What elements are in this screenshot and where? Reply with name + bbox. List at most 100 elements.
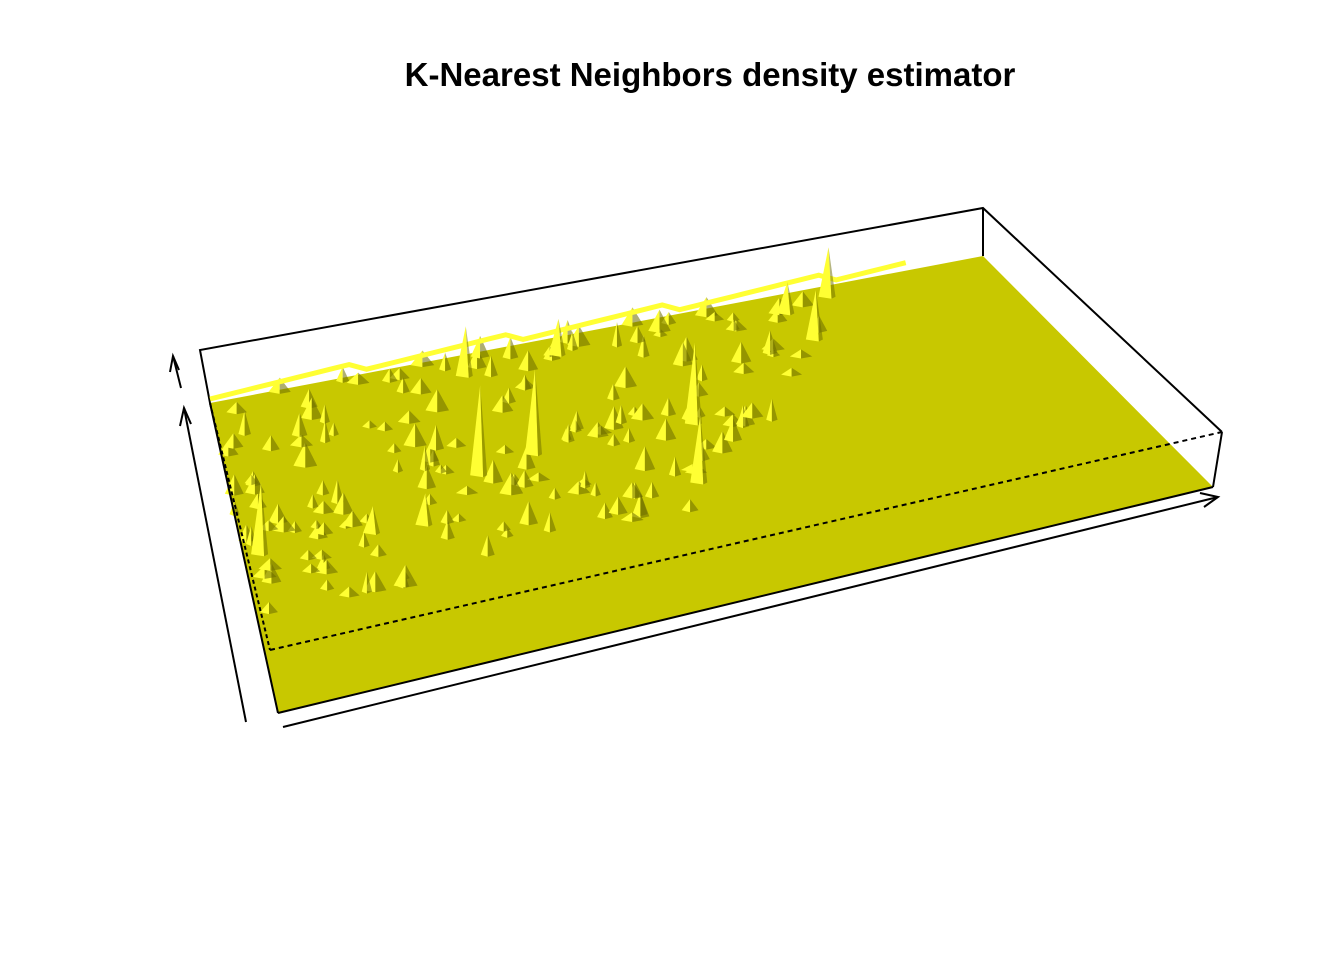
surface-bump-shadow	[752, 402, 764, 419]
surface-bump-shadow	[524, 469, 534, 488]
surface-bump-shadow	[771, 398, 778, 422]
surface-bump	[483, 459, 494, 484]
surface-bump	[660, 397, 669, 417]
surface-bump-shadow	[270, 557, 283, 571]
density-peak	[690, 415, 704, 485]
surface-bump-shadow	[369, 420, 377, 429]
surface-bump	[627, 406, 635, 417]
surface-bump-shadow	[326, 559, 339, 575]
surface-bump-shadow	[299, 412, 308, 438]
surface-bump-shadow	[447, 509, 455, 525]
surface-bump	[562, 423, 569, 443]
surface-bump	[712, 430, 723, 454]
surface-bump	[338, 519, 346, 529]
surface-bump	[496, 521, 504, 532]
density-peak-shadow	[373, 506, 381, 536]
surface-bump-shadow	[640, 492, 648, 517]
surface-bump	[262, 435, 271, 452]
surface-bump-shadow	[349, 586, 360, 598]
surface-bump-shadow	[714, 311, 725, 322]
density-peak	[684, 342, 698, 426]
surface-bump-shadow	[528, 500, 539, 526]
surface-bump-shadow	[305, 442, 318, 468]
density-peak	[363, 506, 377, 536]
surface-bump	[293, 442, 306, 468]
surface-bump	[246, 525, 252, 547]
surface-bump-shadow	[538, 472, 551, 482]
surface-bump-shadow	[668, 397, 677, 417]
density-surface	[209, 247, 907, 615]
surface-bump-shadow	[467, 485, 479, 496]
density-peak-shadow	[480, 385, 488, 478]
surface-bump	[260, 602, 270, 615]
surface-bump	[648, 309, 660, 333]
surface-bump	[381, 368, 390, 383]
surface-bump-shadow	[447, 519, 455, 540]
surface-bump-shadow	[244, 410, 251, 436]
surface-bump	[733, 362, 744, 375]
surface-bump-shadow	[733, 319, 740, 332]
surface-bump-shadow	[327, 579, 335, 591]
surface-bump-shadow	[254, 473, 265, 495]
surface-bump	[615, 404, 622, 425]
surface-bump	[439, 352, 446, 372]
surface-bump-shadow	[397, 459, 404, 473]
surface-bump-shadow	[503, 521, 511, 532]
surface-bump	[548, 487, 555, 500]
surface-bump-shadow	[509, 387, 516, 404]
surface-bump	[781, 367, 792, 377]
surface-bump-shadow	[311, 397, 323, 421]
surface-bump	[518, 374, 525, 391]
surface-bump	[681, 499, 691, 513]
density-peak	[548, 318, 562, 357]
surface-bump-shadow	[493, 459, 504, 484]
z-axis-arrowhead	[169, 352, 180, 373]
density-peak	[455, 326, 469, 378]
surface-bump-shadow	[510, 336, 519, 360]
density-peak	[818, 247, 832, 299]
surface-bump-shadow	[456, 437, 467, 449]
surface-bump-shadow	[528, 350, 539, 372]
surface-bump	[630, 403, 643, 421]
surface-bump-shadow	[652, 481, 660, 499]
surface-bump-shadow	[458, 513, 467, 523]
surface-bump	[644, 481, 653, 499]
surface-bump	[320, 579, 328, 591]
surface-bump-shadow	[251, 474, 259, 486]
density-peak-shadow	[425, 493, 433, 527]
surface-bump-shadow	[568, 423, 575, 443]
surface-bump-shadow	[572, 331, 579, 352]
surface-bump	[359, 513, 367, 524]
surface-bump	[727, 319, 734, 332]
density-peak-shadow	[465, 326, 473, 378]
surface-bump-shadow	[333, 422, 339, 437]
surface-bump-shadow	[632, 481, 643, 499]
surface-bump	[502, 336, 511, 360]
surface-bump	[440, 509, 448, 525]
surface-bump-shadow	[321, 549, 332, 560]
surface-bump	[396, 377, 404, 394]
surface-bump	[397, 410, 410, 424]
surface-bump	[419, 445, 425, 472]
surface-bump	[480, 534, 488, 557]
surface-bump	[425, 388, 438, 413]
surface-bump	[312, 500, 324, 515]
surface-bump	[590, 481, 596, 497]
surface-bump	[655, 418, 666, 441]
density-peak	[805, 289, 819, 342]
surface-bump	[789, 349, 802, 359]
surface-bump	[597, 502, 605, 520]
surface-bump	[331, 478, 338, 505]
surface-bump	[333, 492, 344, 515]
surface-bump	[515, 469, 525, 488]
surface-bump-shadow	[773, 338, 785, 352]
surface-bump	[607, 383, 614, 401]
surface-bump	[681, 407, 687, 421]
surface-bump-shadow	[440, 464, 447, 474]
surface-bump-shadow	[618, 496, 628, 515]
surface-bump	[310, 519, 317, 530]
surface-bump-shadow	[682, 342, 693, 367]
surface-bump	[705, 311, 715, 322]
surface-bump	[314, 522, 324, 536]
surface-bump	[226, 401, 237, 415]
